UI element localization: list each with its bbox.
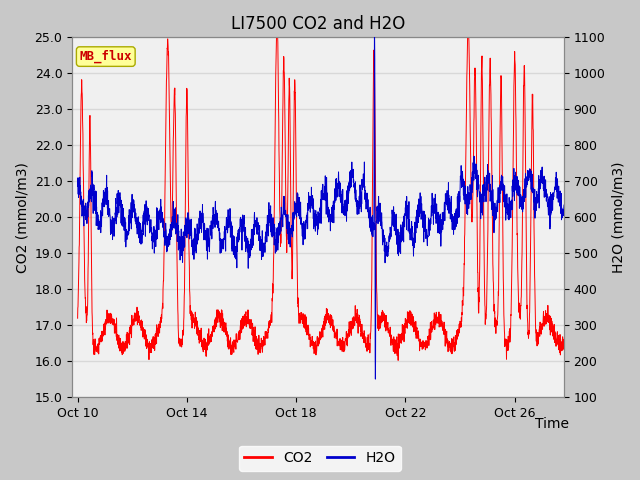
Legend: CO2, H2O: CO2, H2O: [239, 445, 401, 471]
Y-axis label: H2O (mmol/m3): H2O (mmol/m3): [611, 161, 625, 273]
X-axis label: Time: Time: [534, 417, 568, 431]
Text: MB_flux: MB_flux: [79, 50, 132, 63]
Title: LI7500 CO2 and H2O: LI7500 CO2 and H2O: [231, 15, 405, 33]
Y-axis label: CO2 (mmol/m3): CO2 (mmol/m3): [15, 162, 29, 273]
